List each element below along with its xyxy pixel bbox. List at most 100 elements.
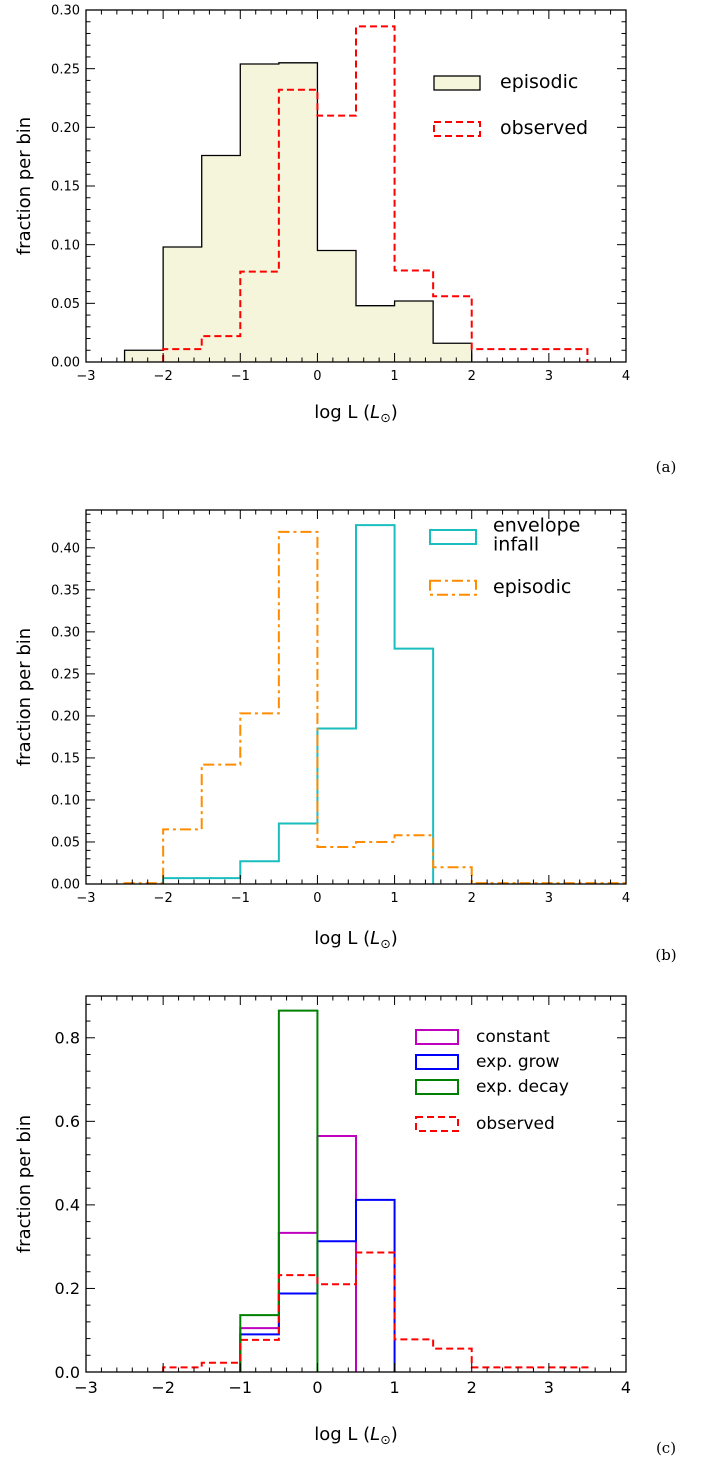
legend: envelope infall episodic: [429, 515, 580, 598]
x-tick-label: 0: [312, 1378, 322, 1397]
legend-swatch: [415, 1116, 459, 1132]
legend-label: observed: [500, 117, 588, 139]
x-tick-label: −2: [154, 369, 173, 384]
series-observed: [162, 1251, 589, 1372]
panel-label: (a): [656, 458, 677, 476]
legend-item: observed: [433, 117, 588, 139]
x-tick-label: −2: [151, 1378, 175, 1397]
y-tick-label: 0.8: [55, 1029, 80, 1048]
plot-frame: [85, 509, 627, 885]
legend-label: episodic: [493, 576, 571, 598]
y-tick-label: 0.10: [51, 238, 80, 253]
chart-panel-c: −3 −2 −1 0 1 2 3 4 0.0 0.2 0.4 0.6 0.8 fraction per b…: [0, 976, 702, 1465]
plot-frame: [85, 995, 627, 1373]
legend-swatch: [415, 1054, 459, 1070]
y-axis-title: fraction per bin: [14, 1115, 35, 1253]
histogram-outline: [239, 1009, 319, 1372]
legend-swatch: [429, 579, 477, 596]
histogram-outline: [239, 1134, 357, 1372]
legend-swatch: [415, 1079, 459, 1095]
legend-item: episodic: [429, 576, 571, 598]
x-tick-label: 3: [544, 1378, 554, 1397]
legend-label: constant: [476, 1027, 550, 1047]
x-tick-label: 1: [390, 891, 398, 906]
series-exp-decay: [239, 1009, 319, 1372]
chart-panel-b: −3 −2 −1 0 1 2 3 4 0.00 0.05 0.10 0.15 0.20 0.25 0.30 0…: [0, 488, 702, 976]
y-tick-label: 0.6: [55, 1112, 80, 1131]
legend-item: observed: [415, 1114, 555, 1134]
histogram-fill: [124, 62, 472, 363]
y-tick-label: 0.20: [51, 710, 80, 725]
x-tick-label: −3: [76, 891, 95, 906]
y-axis-title: fraction per bin: [14, 628, 35, 766]
series-observed: [162, 25, 589, 362]
histogram-outline: [123, 62, 473, 362]
x-axis-title: log L (L⊙): [314, 402, 398, 425]
legend-item: constant: [415, 1027, 550, 1047]
chart-panel-a: −3 −2 −1 0 1 2 3 4 0.00 0.05 0.10 0.15 0.20 0.25 0.30 f…: [0, 0, 702, 488]
y-tick-label: 0.35: [51, 584, 80, 599]
x-tick-label: −3: [76, 369, 95, 384]
x-tick-label: −3: [74, 1378, 98, 1397]
x-tick-label: −1: [231, 369, 250, 384]
legend-label: exp. grow: [476, 1052, 560, 1072]
x-tick-label: 2: [467, 1378, 477, 1397]
legend-swatch: [433, 121, 481, 137]
histogram-chart-c: −3 −2 −1 0 1 2 3 4 0.0 0.2 0.4 0.6 0.8 fraction per b…: [14, 995, 676, 1457]
y-tick-label: 0.15: [51, 752, 80, 767]
legend-label: observed: [476, 1114, 555, 1134]
x-tick-label: 0: [313, 369, 321, 384]
y-axis-title: fraction per bin: [14, 117, 35, 255]
y-tick-label: 0.20: [51, 121, 80, 136]
x-tick-label: 2: [468, 369, 476, 384]
x-tick-label: 0: [313, 891, 321, 906]
series-constant: [239, 1134, 357, 1372]
legend-item: episodic: [433, 71, 578, 93]
y-tick-label: 0.05: [51, 297, 80, 312]
y-tick-label: 0.4: [55, 1196, 80, 1215]
legend-swatch: [415, 1029, 459, 1045]
histogram-outline: [162, 524, 435, 884]
x-tick-label: −1: [231, 891, 250, 906]
panel-label: (b): [655, 946, 676, 964]
legend-item: exp. decay: [415, 1077, 569, 1097]
y-tick-label: 0.15: [51, 180, 80, 195]
legend-item: exp. grow: [415, 1052, 560, 1072]
legend-item: envelope infall: [429, 515, 580, 556]
x-tick-label: −1: [228, 1378, 252, 1397]
x-tick-label: 4: [622, 891, 630, 906]
y-tick-label: 0.00: [51, 356, 80, 371]
legend: episodic observed: [433, 71, 588, 139]
y-tick-label: 0.40: [51, 542, 80, 557]
legend-label: episodic: [500, 71, 578, 93]
legend-label: exp. decay: [476, 1077, 569, 1097]
y-tick-label: 0.2: [55, 1279, 80, 1298]
panel-label: (c): [656, 1439, 676, 1457]
x-tick-label: 1: [389, 1378, 399, 1397]
legend: constant exp. grow exp. decay observed: [415, 1027, 569, 1134]
x-tick-label: 4: [621, 1378, 631, 1397]
histogram-outline: [162, 1251, 589, 1372]
y-tick-label: 0.05: [51, 836, 80, 851]
y-tick-label: 0.30: [51, 626, 80, 641]
y-tick-label: 0.25: [51, 668, 80, 683]
legend-swatch: [429, 529, 477, 545]
histogram-chart-a: −3 −2 −1 0 1 2 3 4 0.00 0.05 0.10 0.15 0.20 0.25 0.30 f…: [14, 4, 677, 476]
x-tick-label: 1: [390, 369, 398, 384]
series-episodic: [123, 62, 473, 363]
legend-label: envelope infall: [493, 515, 580, 556]
y-tick-label: 0.0: [55, 1363, 80, 1382]
y-tick-label: 0.10: [51, 794, 80, 809]
x-tick-label: 4: [622, 369, 630, 384]
series-envelope-infall: [162, 524, 435, 884]
y-tick-label: 0.25: [51, 62, 80, 77]
legend-swatch: [433, 75, 481, 91]
x-tick-label: 2: [468, 891, 476, 906]
x-axis-title: log L (L⊙): [314, 928, 398, 951]
y-tick-label: 0.00: [51, 878, 80, 893]
histogram-chart-b: −3 −2 −1 0 1 2 3 4 0.00 0.05 0.10 0.15 0.20 0.25 0.30 0…: [14, 509, 677, 964]
x-tick-label: −2: [154, 891, 173, 906]
x-tick-label: 3: [545, 369, 553, 384]
histogram-outline: [162, 25, 589, 362]
x-axis-title: log L (L⊙): [314, 1424, 398, 1447]
